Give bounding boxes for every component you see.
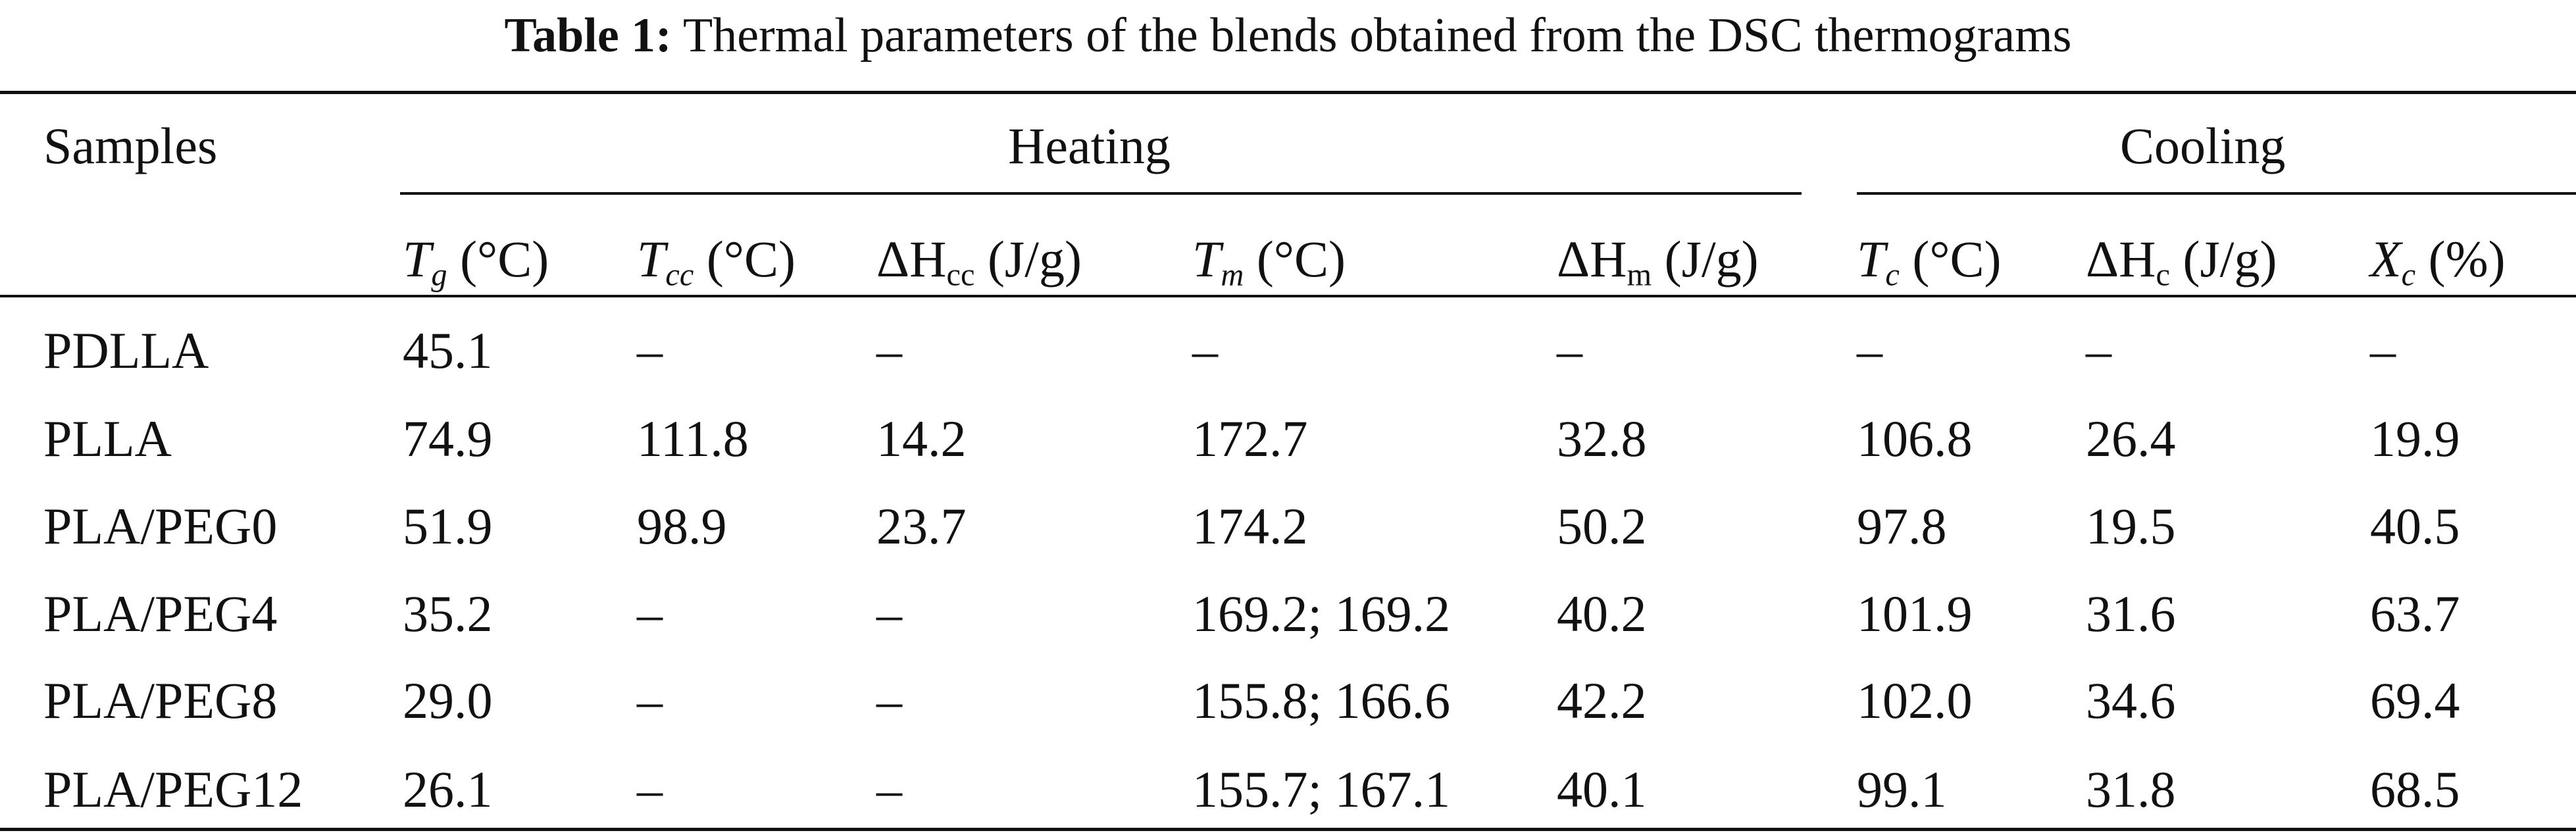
sample-name: PLA/PEG12 <box>43 761 303 818</box>
cell-tg: 29.0 <box>403 672 493 729</box>
heating-underline <box>400 192 1802 195</box>
header-samples: Samples <box>43 117 218 174</box>
col-header-dhm: ΔHm (J/g) <box>1557 230 1759 293</box>
top-rule <box>0 91 2576 94</box>
cell-tm: 169.2; 169.2 <box>1192 585 1451 642</box>
sample-name: PLA/PEG4 <box>43 585 278 642</box>
cell-tm: – <box>1192 322 1218 379</box>
sample-name: PLA/PEG0 <box>43 497 278 555</box>
col-header-dhc: ΔHc (J/g) <box>2086 230 2277 293</box>
cell-tg: 26.1 <box>403 761 493 818</box>
cell-dhm: 50.2 <box>1557 497 1647 555</box>
cell-dhcc: – <box>876 761 902 818</box>
cell-tcc: – <box>637 761 663 818</box>
caption-label: Table 1: <box>504 9 672 63</box>
cell-tcc: – <box>637 585 663 642</box>
cell-xc: – <box>2370 322 2396 379</box>
cell-xc: 63.7 <box>2370 585 2460 642</box>
header-cooling: Cooling <box>2120 117 2286 174</box>
bottom-rule <box>0 828 2576 831</box>
sample-name: PDLLA <box>43 322 209 379</box>
cell-tcc: 111.8 <box>637 410 749 467</box>
cell-dhcc: 23.7 <box>876 497 967 555</box>
cell-tcc: – <box>637 672 663 729</box>
cell-dhc: 31.6 <box>2086 585 2176 642</box>
col-header-tm: Tm (°C) <box>1192 230 1346 293</box>
cell-dhc: 31.8 <box>2086 761 2176 818</box>
cell-dhm: 42.2 <box>1557 672 1647 729</box>
cell-tm: 172.7 <box>1192 410 1308 467</box>
cell-tg: 74.9 <box>403 410 493 467</box>
cell-tc: – <box>1857 322 1882 379</box>
cell-tg: 35.2 <box>403 585 493 642</box>
col-header-tc: Tc (°C) <box>1857 230 2002 293</box>
cell-dhcc: – <box>876 322 902 379</box>
sample-name: PLLA <box>43 410 172 467</box>
cell-tm: 155.7; 167.1 <box>1192 761 1451 818</box>
cell-dhcc: – <box>876 672 902 729</box>
cell-dhm: 32.8 <box>1557 410 1647 467</box>
cell-tc: 102.0 <box>1857 672 1973 729</box>
cooling-underline <box>1857 192 2576 195</box>
cell-tg: 51.9 <box>403 497 493 555</box>
cell-dhm: – <box>1557 322 1582 379</box>
col-header-tg: Tg (°C) <box>403 230 549 293</box>
cell-dhc: – <box>2086 322 2111 379</box>
col-header-xc: Xc (%) <box>2370 230 2506 293</box>
cell-xc: 40.5 <box>2370 497 2460 555</box>
cell-tc: 101.9 <box>1857 585 1973 642</box>
header-heating: Heating <box>1008 117 1171 174</box>
cell-tg: 45.1 <box>403 322 493 379</box>
header-rule <box>0 295 2576 297</box>
cell-tcc: – <box>637 322 663 379</box>
cell-dhc: 26.4 <box>2086 410 2176 467</box>
cell-tc: 99.1 <box>1857 761 1947 818</box>
cell-tm: 174.2 <box>1192 497 1308 555</box>
sample-name: PLA/PEG8 <box>43 672 278 729</box>
cell-tc: 97.8 <box>1857 497 1947 555</box>
cell-xc: 69.4 <box>2370 672 2460 729</box>
caption-text: Thermal parameters of the blends obtaine… <box>671 9 2072 63</box>
cell-tc: 106.8 <box>1857 410 1973 467</box>
cell-dhc: 34.6 <box>2086 672 2176 729</box>
cell-tm: 155.8; 166.6 <box>1192 672 1451 729</box>
cell-dhm: 40.1 <box>1557 761 1647 818</box>
col-header-tcc: Tcc (°C) <box>637 230 796 293</box>
cell-dhcc: 14.2 <box>876 410 967 467</box>
cell-dhc: 19.5 <box>2086 497 2176 555</box>
cell-dhcc: – <box>876 585 902 642</box>
cell-xc: 68.5 <box>2370 761 2460 818</box>
cell-tcc: 98.9 <box>637 497 727 555</box>
table-caption: Table 1: Thermal parameters of the blend… <box>0 0 2576 82</box>
cell-dhm: 40.2 <box>1557 585 1647 642</box>
col-header-dhcc: ΔHcc (J/g) <box>876 230 1082 293</box>
cell-xc: 19.9 <box>2370 410 2460 467</box>
